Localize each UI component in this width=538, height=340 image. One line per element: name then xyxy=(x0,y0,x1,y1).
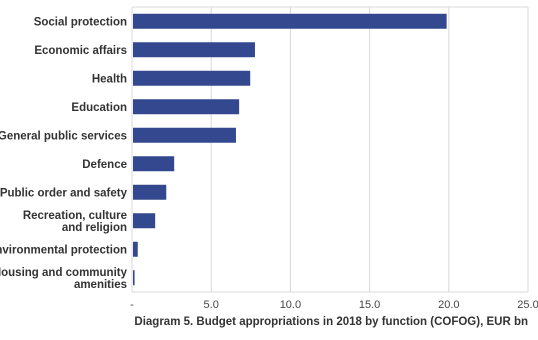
category-label: General public services xyxy=(0,130,127,142)
x-tick-label: 5.0 xyxy=(204,299,219,311)
x-tick-label: - xyxy=(130,299,134,311)
x-tick-label: 10.0 xyxy=(280,299,301,311)
bar xyxy=(133,70,251,86)
x-tick-label: 25.0 xyxy=(517,299,538,311)
category-label: Housing and community amenities xyxy=(0,267,128,291)
category-label: Recreation, culture and religion xyxy=(23,210,127,234)
bar xyxy=(133,270,135,286)
category-label: Public order and safety xyxy=(0,187,128,199)
category-label: Defence xyxy=(82,159,127,171)
bar xyxy=(133,99,240,115)
bar xyxy=(133,213,156,229)
bar xyxy=(133,42,255,58)
category-label: Social protection xyxy=(34,16,127,28)
x-tick-label: 15.0 xyxy=(359,299,380,311)
bar xyxy=(133,127,236,143)
chart-title: Diagram 5. Budget appropriations in 2018… xyxy=(134,316,528,328)
bar xyxy=(133,13,447,29)
category-label: Education xyxy=(71,102,127,114)
bar xyxy=(133,156,175,172)
bar xyxy=(133,241,138,257)
category-label: Health xyxy=(92,73,127,85)
category-label: Environmental protection xyxy=(0,244,127,256)
x-tick-label: 20.0 xyxy=(438,299,459,311)
bar xyxy=(133,184,167,200)
category-label: Economic affairs xyxy=(34,45,127,57)
